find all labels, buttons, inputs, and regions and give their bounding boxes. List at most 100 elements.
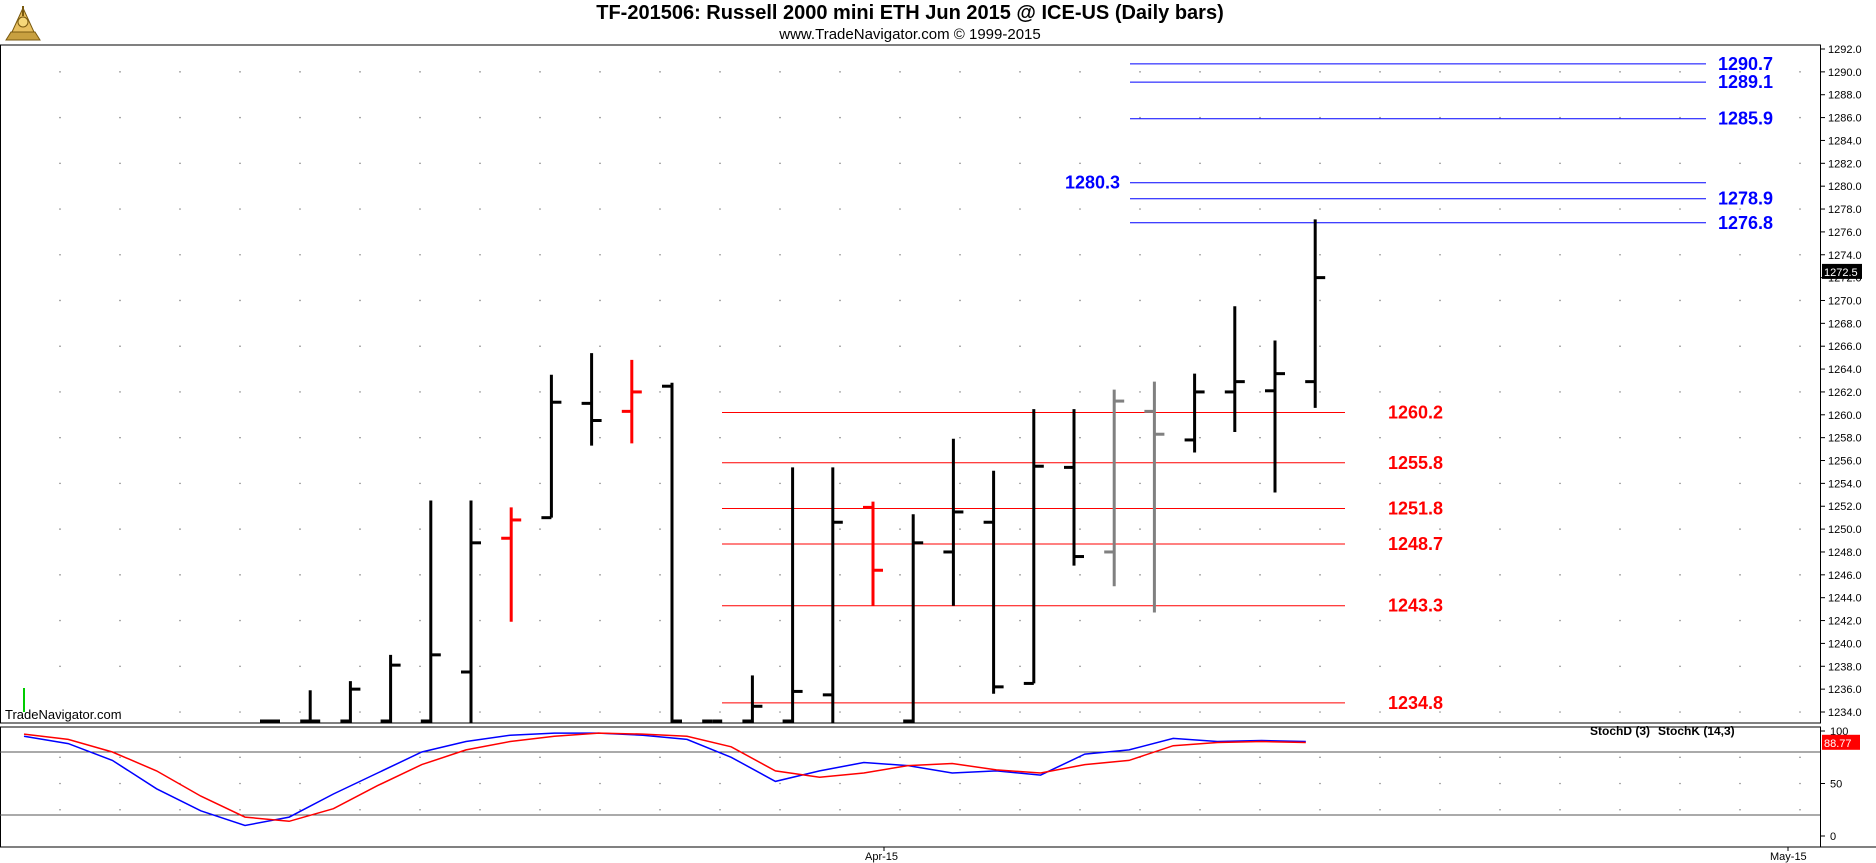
grid-dot <box>959 482 961 485</box>
grid-dot <box>119 711 121 713</box>
grid-dot <box>599 808 601 811</box>
grid-dot <box>59 711 61 713</box>
grid-dot <box>1619 756 1621 759</box>
grid-dot <box>299 391 301 393</box>
grid-dot <box>539 162 541 165</box>
grid-dot <box>719 528 721 530</box>
y-tick-label: 1288.0 <box>1828 90 1862 102</box>
grid-dot <box>1799 482 1801 485</box>
grid-dot <box>1379 528 1381 530</box>
grid-dot <box>779 345 781 348</box>
price-axis: 1234.0 1236.0 1238.0 1240.0 1242.0 1244.0 1246… <box>865 44 1862 863</box>
grid-dot <box>1079 391 1081 393</box>
grid-dot <box>839 574 841 576</box>
grid-dot <box>659 116 661 119</box>
stoch-last-value-label: 88.77 <box>1824 738 1852 750</box>
grid-dot <box>299 71 301 73</box>
grid-dot <box>539 808 541 811</box>
y-tick-label: 1282.0 <box>1828 158 1862 170</box>
grid-dot <box>1019 116 1021 119</box>
grid-dot <box>119 756 121 759</box>
grid-dot <box>1079 808 1081 811</box>
grid-dot <box>239 345 241 348</box>
grid-dot <box>479 482 481 485</box>
grid-dot <box>1019 391 1021 393</box>
grid-dot <box>1679 711 1681 713</box>
grid-dot <box>1619 253 1621 256</box>
grid-dot <box>179 665 181 668</box>
grid-dot <box>59 162 61 165</box>
grid-dot <box>1739 208 1741 210</box>
grid-dot <box>599 482 601 485</box>
grid-dot <box>1799 71 1801 73</box>
grid-dot <box>179 528 181 530</box>
x-tick-label: Apr-15 <box>865 851 898 863</box>
grid-dot <box>1019 436 1021 439</box>
grid-dot <box>419 299 421 302</box>
grid-dot <box>1439 619 1441 622</box>
grid-dot <box>359 299 361 302</box>
grid-dot <box>719 436 721 439</box>
grid-dot <box>1139 665 1141 668</box>
grid-dot <box>1319 711 1321 713</box>
grid-dot <box>1679 71 1681 73</box>
grid-dot <box>899 808 901 811</box>
grid-dot <box>719 482 721 485</box>
grid-dot <box>179 162 181 165</box>
grid-dot <box>59 619 61 622</box>
grid-dot <box>1379 208 1381 210</box>
grid-dot <box>1439 436 1441 439</box>
grid-dot <box>839 711 841 713</box>
grid-dot <box>1559 528 1561 530</box>
grid-dot <box>1019 253 1021 256</box>
grid-dot <box>599 345 601 348</box>
grid-dot <box>599 299 601 302</box>
grid-dot <box>479 391 481 393</box>
grid-dot <box>659 391 661 393</box>
grid-dot <box>1739 391 1741 393</box>
grid-dot <box>179 482 181 485</box>
grid-dot <box>779 782 781 785</box>
resistance-label: 1280.3 <box>1065 173 1120 193</box>
grid-dot <box>539 782 541 785</box>
grid-dot <box>1619 345 1621 348</box>
grid-dot <box>1079 574 1081 576</box>
grid-dot <box>959 116 961 119</box>
grid-dot <box>1739 116 1741 119</box>
grid-dot <box>479 71 481 73</box>
grid-dot <box>1379 71 1381 73</box>
stoch-panel-frame <box>0 726 1821 848</box>
grid-dot <box>899 116 901 119</box>
grid-dot <box>659 253 661 256</box>
grid-dot <box>599 162 601 165</box>
grid-dot <box>1019 482 1021 485</box>
grid-dot <box>119 253 121 256</box>
grid-dot <box>59 528 61 530</box>
grid-dot <box>1199 808 1201 811</box>
grid-dot <box>1259 665 1261 668</box>
grid-dot <box>959 782 961 785</box>
grid-dot <box>599 665 601 668</box>
grid-dot <box>239 208 241 210</box>
grid-dot <box>1799 756 1801 759</box>
grid-dot <box>1259 253 1261 256</box>
chart-subtitle: www.TradeNavigator.com © 1999-2015 <box>779 26 1041 43</box>
watermark-text: TradeNavigator.com <box>5 707 122 722</box>
grid-dot <box>479 253 481 256</box>
grid-dot <box>419 528 421 530</box>
resistance-label: 1290.7 <box>1718 54 1773 74</box>
grid-dot <box>239 619 241 622</box>
y-tick-label: 1262.0 <box>1828 387 1862 399</box>
grid-dot <box>899 162 901 165</box>
grid-dot <box>419 208 421 210</box>
grid-dot <box>1379 756 1381 759</box>
grid-dot <box>1439 208 1441 210</box>
grid-dot <box>839 116 841 119</box>
grid-dot <box>179 574 181 576</box>
grid-dot <box>899 619 901 622</box>
grid-dot <box>1739 711 1741 713</box>
stoch-legend-k: StochK (14,3) <box>1658 724 1735 738</box>
y-tick-label: 1242.0 <box>1828 616 1862 628</box>
grid-dot <box>1439 71 1441 73</box>
grid-dot <box>479 711 481 713</box>
